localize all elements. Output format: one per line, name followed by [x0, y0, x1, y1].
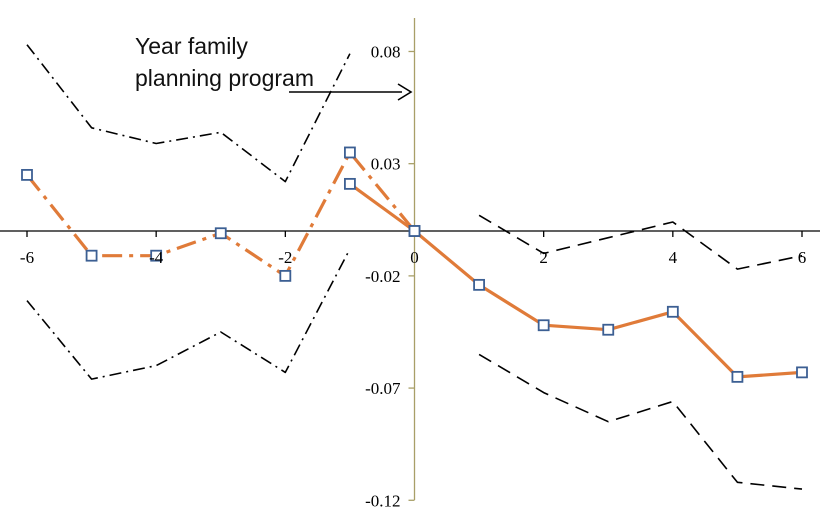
x-tick-label: -6	[20, 248, 34, 267]
confidence-band-line	[26, 248, 351, 380]
data-point-marker	[279, 269, 292, 282]
y-tick-label: 0.08	[371, 42, 401, 61]
data-point-marker	[602, 323, 615, 336]
y-tick-label: 0.03	[371, 155, 401, 174]
data-point-marker	[21, 168, 33, 181]
data-point-marker	[344, 146, 356, 159]
estimate-line	[25, 150, 416, 278]
x-tick-label: 0	[410, 248, 419, 267]
x-tick-label: 6	[798, 248, 807, 267]
y-tick-label: -0.07	[365, 379, 401, 398]
data-point-marker	[473, 278, 485, 291]
data-point-marker	[731, 370, 744, 383]
confidence-band-line	[26, 44, 351, 183]
y-tick-label: -0.12	[365, 491, 400, 510]
x-tick-label: -4	[149, 248, 164, 267]
annotation-line-1: Year family	[135, 33, 248, 59]
data-point-marker	[85, 249, 98, 262]
data-point-marker	[796, 366, 808, 379]
data-point-marker	[150, 249, 163, 262]
x-tick-label: -2	[278, 248, 292, 267]
annotation-line-2: planning program	[135, 65, 314, 91]
annotation: Year family planning program	[135, 33, 413, 101]
data-point-marker	[537, 319, 550, 332]
data-point-marker	[666, 305, 679, 318]
x-tick-label: 2	[539, 248, 548, 267]
estimate-line	[348, 182, 803, 379]
confidence-band-line	[478, 353, 803, 490]
data-point-marker	[344, 177, 356, 190]
annotation-arrow-head	[397, 83, 413, 101]
x-tick-label: 4	[669, 248, 678, 267]
tick-labels: 0.08 0.03 -0.02 -0.07 -0.12 -6 -4 -2 0 2 4 6	[20, 42, 806, 510]
confidence-band-line	[478, 214, 803, 270]
estimate-markers	[21, 146, 808, 383]
data-point-marker	[408, 225, 421, 237]
data-point-marker	[214, 227, 227, 240]
confidence-interval-layer	[26, 44, 803, 490]
y-tick-label: -0.02	[365, 267, 400, 286]
